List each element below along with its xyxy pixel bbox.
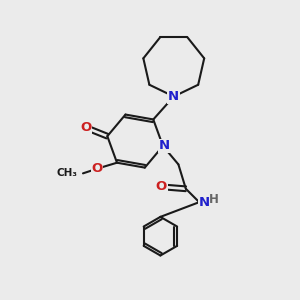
Text: H: H <box>209 193 219 206</box>
Text: O: O <box>156 180 167 193</box>
Text: O: O <box>80 121 92 134</box>
Text: N: N <box>159 140 170 152</box>
Text: N: N <box>168 90 179 103</box>
Text: O: O <box>91 161 103 175</box>
Text: N: N <box>199 196 210 209</box>
Text: CH₃: CH₃ <box>57 168 78 178</box>
